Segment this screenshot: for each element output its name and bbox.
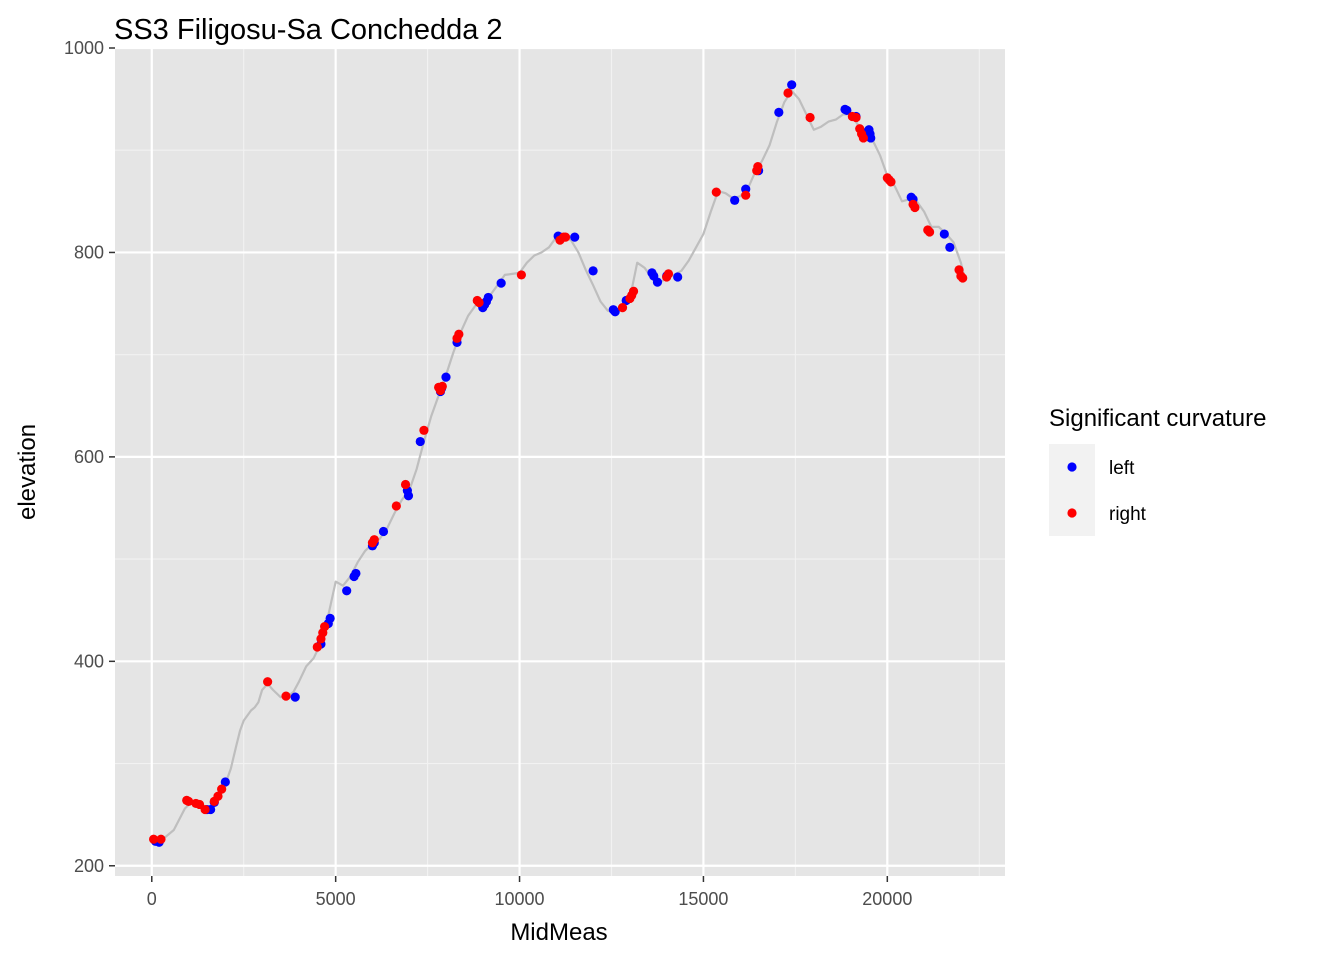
point-right [858, 133, 869, 143]
point-right [474, 297, 484, 308]
point-left [483, 292, 493, 303]
point-right [628, 286, 639, 296]
point-right [312, 642, 322, 652]
point-right [217, 784, 227, 794]
point-right [437, 381, 447, 391]
point-left [496, 278, 506, 288]
x-tick-label: 15000 [678, 889, 728, 909]
point-right [419, 425, 429, 435]
curvature-points [149, 80, 968, 847]
point-right [783, 88, 793, 98]
point-right [149, 834, 159, 844]
point-left [325, 613, 335, 624]
point-left [866, 133, 876, 143]
y-tick-label: 800 [74, 242, 104, 262]
y-tick-label: 600 [74, 447, 104, 467]
y-axis: 200 400 600 800 1000 [64, 38, 115, 876]
point-left [842, 105, 852, 115]
point-left [378, 526, 389, 537]
point-right [711, 187, 721, 197]
y-axis-title: elevation [14, 424, 41, 520]
point-right [391, 501, 401, 511]
point-right [925, 227, 935, 237]
x-tick-label: 0 [147, 889, 157, 909]
point-left [730, 195, 740, 205]
chart-title: SS3 Filigosu-Sa Conchedda 2 [114, 14, 503, 46]
legend-label-right: right [1109, 504, 1147, 525]
point-right [281, 691, 291, 701]
point-left [441, 372, 451, 382]
point-left [220, 777, 230, 787]
point-right [910, 202, 920, 213]
point-right [851, 112, 861, 123]
legend: Significant curvature left right [1049, 405, 1266, 536]
point-right [516, 270, 526, 280]
point-left [351, 568, 361, 579]
point-right [805, 112, 815, 123]
point-left [342, 586, 352, 596]
point-left [787, 80, 797, 90]
point-left [774, 107, 784, 117]
plot-panel [115, 48, 1005, 876]
x-tick-label: 5000 [316, 889, 356, 909]
point-right [213, 791, 223, 801]
point-right [753, 161, 763, 172]
point-left [570, 232, 580, 242]
point-left [673, 272, 683, 282]
point-left [588, 266, 598, 276]
legend-dot-left [1067, 462, 1077, 472]
point-left [290, 692, 300, 702]
point-left [415, 436, 425, 447]
point-left [610, 307, 620, 317]
x-axis: 0 5000 10000 15000 20000 [147, 876, 912, 909]
point-right [369, 535, 379, 545]
x-tick-label: 10000 [495, 889, 545, 909]
y-tick-label: 400 [74, 651, 104, 671]
x-axis-title: MidMeas [510, 919, 607, 946]
legend-dot-right [1067, 508, 1077, 518]
point-left [939, 229, 949, 239]
point-right [320, 621, 330, 632]
y-tick-label: 200 [74, 856, 104, 876]
legend-label-left: left [1109, 458, 1135, 479]
point-right [183, 796, 194, 806]
point-right [454, 329, 464, 339]
major-gridlines [115, 46, 1005, 876]
y-tick-label: 1000 [64, 38, 104, 58]
point-left [652, 277, 663, 287]
minor-gridlines [115, 48, 1005, 876]
x-tick-label: 20000 [862, 889, 912, 909]
point-right [741, 190, 751, 200]
point-right [886, 177, 896, 187]
point-right [156, 834, 166, 844]
point-right [560, 232, 571, 242]
point-right [958, 273, 968, 283]
point-right [200, 804, 210, 815]
point-right [263, 677, 273, 687]
point-right [663, 269, 674, 279]
point-right [617, 303, 628, 313]
point-right [400, 479, 411, 490]
point-left [403, 491, 414, 501]
legend-title: Significant curvature [1049, 405, 1266, 432]
point-left [945, 242, 955, 252]
